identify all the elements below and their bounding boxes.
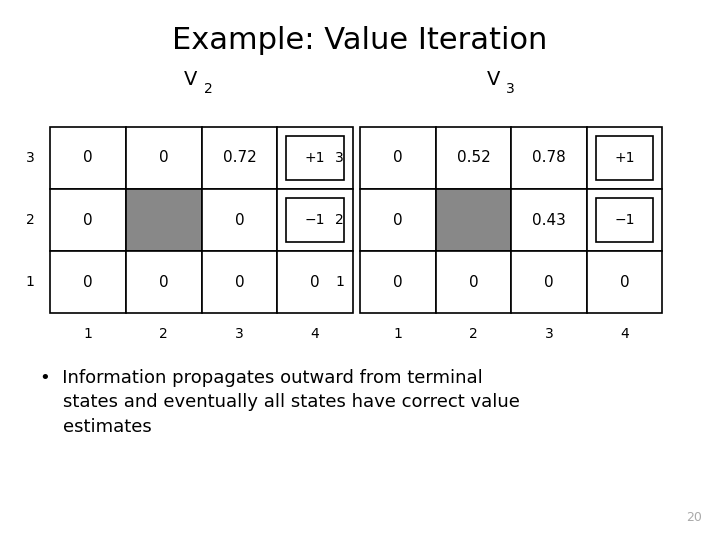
Text: 0: 0 — [310, 275, 320, 289]
Text: 2: 2 — [204, 82, 212, 96]
Bar — [511, 251, 587, 313]
Bar — [126, 251, 202, 313]
Text: −1: −1 — [614, 213, 635, 227]
Text: 0: 0 — [159, 275, 168, 289]
Text: +1: +1 — [614, 151, 635, 165]
Text: states and eventually all states have correct value: states and eventually all states have co… — [40, 393, 519, 411]
Text: 1: 1 — [336, 275, 344, 289]
Text: 2: 2 — [336, 213, 344, 227]
Text: 0: 0 — [84, 151, 93, 165]
Text: V: V — [487, 70, 500, 89]
Text: 1: 1 — [84, 327, 93, 341]
Bar — [360, 251, 436, 313]
Bar — [277, 127, 353, 189]
Text: 3: 3 — [336, 151, 344, 165]
Text: V: V — [184, 70, 197, 89]
Text: 0: 0 — [620, 275, 629, 289]
Bar — [587, 251, 662, 313]
Text: +1: +1 — [305, 151, 325, 165]
Bar — [587, 189, 662, 251]
Bar — [277, 251, 353, 313]
Bar — [360, 189, 436, 251]
Text: 0.78: 0.78 — [532, 151, 566, 165]
Bar — [511, 189, 587, 251]
Text: 0: 0 — [159, 151, 168, 165]
Text: 0: 0 — [393, 275, 402, 289]
Bar — [50, 127, 126, 189]
Bar — [596, 198, 653, 242]
Text: 1: 1 — [393, 327, 402, 341]
Text: Example: Value Iteration: Example: Value Iteration — [172, 26, 548, 55]
Text: 3: 3 — [506, 82, 515, 96]
Text: 3: 3 — [235, 327, 244, 341]
Bar — [202, 189, 277, 251]
Text: 0.72: 0.72 — [222, 151, 256, 165]
Text: 2: 2 — [469, 327, 478, 341]
Text: 0: 0 — [393, 151, 402, 165]
Text: 0: 0 — [235, 275, 244, 289]
Bar — [436, 251, 511, 313]
Text: 0: 0 — [544, 275, 554, 289]
Bar — [202, 251, 277, 313]
Bar — [50, 251, 126, 313]
Text: 3: 3 — [544, 327, 554, 341]
Text: 0: 0 — [235, 213, 244, 227]
Text: •  Information propagates outward from terminal: • Information propagates outward from te… — [40, 369, 482, 387]
Text: 3: 3 — [26, 151, 35, 165]
Text: 0: 0 — [84, 275, 93, 289]
Text: 2: 2 — [26, 213, 35, 227]
Bar — [277, 189, 353, 251]
Bar — [126, 127, 202, 189]
Text: 2: 2 — [159, 327, 168, 341]
Bar — [587, 127, 662, 189]
Text: 4: 4 — [620, 327, 629, 341]
Bar — [360, 127, 436, 189]
Text: 0: 0 — [84, 213, 93, 227]
Bar — [436, 189, 511, 251]
Bar — [511, 127, 587, 189]
Text: 0: 0 — [469, 275, 478, 289]
Bar — [202, 127, 277, 189]
Text: 4: 4 — [310, 327, 320, 341]
Text: estimates: estimates — [40, 417, 151, 436]
Text: 0.52: 0.52 — [456, 151, 490, 165]
Bar — [50, 189, 126, 251]
Text: 1: 1 — [26, 275, 35, 289]
Text: 0: 0 — [393, 213, 402, 227]
Bar — [287, 198, 343, 242]
Bar — [436, 127, 511, 189]
Bar — [287, 136, 343, 180]
Bar — [126, 189, 202, 251]
Text: 20: 20 — [686, 511, 702, 524]
Bar — [596, 136, 653, 180]
Text: 0.43: 0.43 — [532, 213, 566, 227]
Text: −1: −1 — [305, 213, 325, 227]
